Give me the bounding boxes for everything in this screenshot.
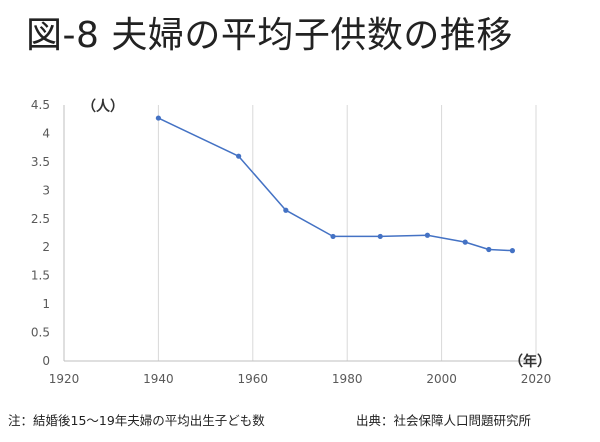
footnote: 注：結婚後15〜19年夫婦の平均出生子ども数 xyxy=(8,413,265,428)
y-tick-label: 4 xyxy=(42,126,50,140)
y-tick-label: 2 xyxy=(42,240,50,254)
series-line xyxy=(158,117,513,252)
x-tick-label: 1940 xyxy=(143,372,174,386)
y-tick-label: 2.5 xyxy=(31,212,50,226)
data-point xyxy=(462,239,468,245)
x-axis-unit-label: （年） xyxy=(509,354,551,370)
data-point xyxy=(377,233,383,240)
data-point xyxy=(155,115,161,121)
y-tick-label: 1.5 xyxy=(31,269,50,283)
data-point xyxy=(236,153,242,159)
x-tick-label: 2020 xyxy=(521,372,552,386)
x-tick-label: 1960 xyxy=(238,372,269,386)
x-tick-label: 2000 xyxy=(426,372,457,386)
y-tick-label: 0.5 xyxy=(31,326,50,340)
y-tick-label: 0 xyxy=(42,354,50,368)
y-tick-label: 4.5 xyxy=(31,98,50,112)
y-axis-unit-label: （人） xyxy=(82,99,124,115)
data-point xyxy=(509,248,515,254)
x-tick-label: 1980 xyxy=(332,372,363,386)
y-tick-label: 3 xyxy=(42,183,50,197)
x-tick-label: 1920 xyxy=(49,372,80,386)
data-point xyxy=(486,246,492,253)
data-point xyxy=(330,233,336,240)
data-point xyxy=(283,207,289,213)
y-tick-label: 1 xyxy=(42,297,50,311)
y-tick-label: 3.5 xyxy=(31,155,50,169)
data-point xyxy=(424,232,431,238)
page-title: 図-8 夫婦の平均子供数の推移 xyxy=(26,15,513,56)
source-citation: 出典：社会保障人口問題研究所 xyxy=(356,413,532,428)
